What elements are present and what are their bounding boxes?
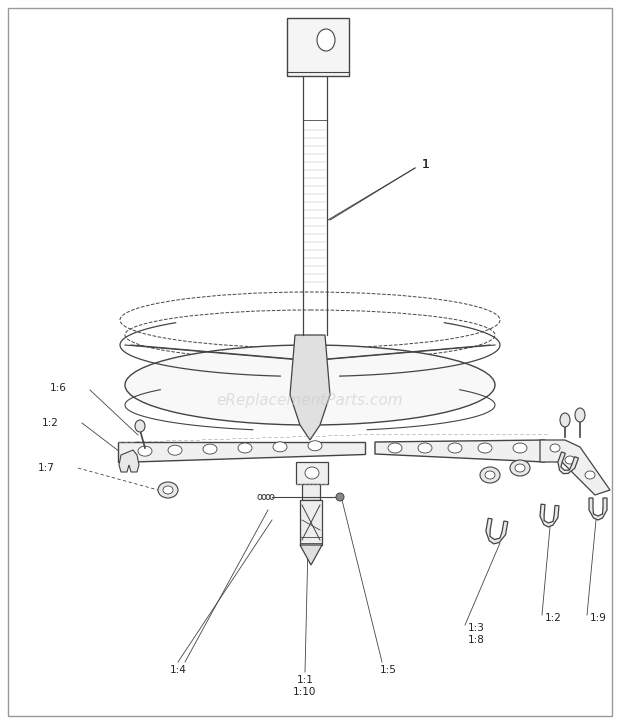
Text: 1:4: 1:4 — [169, 665, 187, 675]
Text: 1: 1 — [422, 159, 430, 172]
Ellipse shape — [168, 445, 182, 455]
Text: 1:8: 1:8 — [468, 635, 485, 645]
Ellipse shape — [480, 467, 500, 483]
Ellipse shape — [510, 460, 530, 476]
Ellipse shape — [308, 441, 322, 451]
Polygon shape — [486, 518, 508, 544]
Ellipse shape — [478, 443, 492, 453]
Polygon shape — [589, 498, 607, 520]
Polygon shape — [375, 440, 545, 462]
Ellipse shape — [448, 443, 462, 453]
Ellipse shape — [485, 471, 495, 479]
Ellipse shape — [336, 493, 344, 501]
Bar — [300, 500, 322, 545]
Ellipse shape — [585, 471, 595, 479]
Text: 1:1: 1:1 — [296, 675, 314, 685]
Polygon shape — [290, 335, 330, 440]
Polygon shape — [119, 450, 139, 472]
Text: 1:10: 1:10 — [293, 687, 317, 697]
Text: 1:2: 1:2 — [545, 613, 562, 623]
Text: 1:5: 1:5 — [379, 665, 396, 675]
Ellipse shape — [135, 420, 145, 432]
Polygon shape — [300, 545, 322, 565]
Ellipse shape — [163, 486, 173, 494]
Ellipse shape — [575, 408, 585, 422]
Ellipse shape — [138, 446, 152, 456]
Ellipse shape — [238, 443, 252, 453]
Text: 1:7: 1:7 — [38, 463, 55, 473]
Ellipse shape — [560, 413, 570, 427]
Text: 1:3: 1:3 — [468, 623, 485, 633]
Ellipse shape — [513, 443, 527, 453]
Bar — [296, 462, 328, 484]
Ellipse shape — [273, 442, 287, 452]
Ellipse shape — [565, 456, 575, 464]
Ellipse shape — [388, 443, 402, 453]
Ellipse shape — [305, 467, 319, 479]
Polygon shape — [118, 442, 365, 462]
Text: eReplacementParts.com: eReplacementParts.com — [216, 392, 404, 408]
Ellipse shape — [125, 345, 495, 425]
Bar — [302, 484, 320, 500]
Ellipse shape — [418, 443, 432, 453]
Text: 1:6: 1:6 — [50, 383, 67, 393]
Ellipse shape — [203, 444, 217, 454]
Text: 1: 1 — [422, 159, 430, 172]
Polygon shape — [540, 440, 610, 495]
Text: 1:9: 1:9 — [590, 613, 607, 623]
Polygon shape — [558, 452, 578, 473]
Text: 1:2: 1:2 — [42, 418, 59, 428]
Ellipse shape — [317, 29, 335, 51]
Ellipse shape — [550, 444, 560, 452]
Polygon shape — [540, 504, 559, 527]
Ellipse shape — [515, 464, 525, 472]
Bar — [287, 18, 349, 76]
Ellipse shape — [158, 482, 178, 498]
